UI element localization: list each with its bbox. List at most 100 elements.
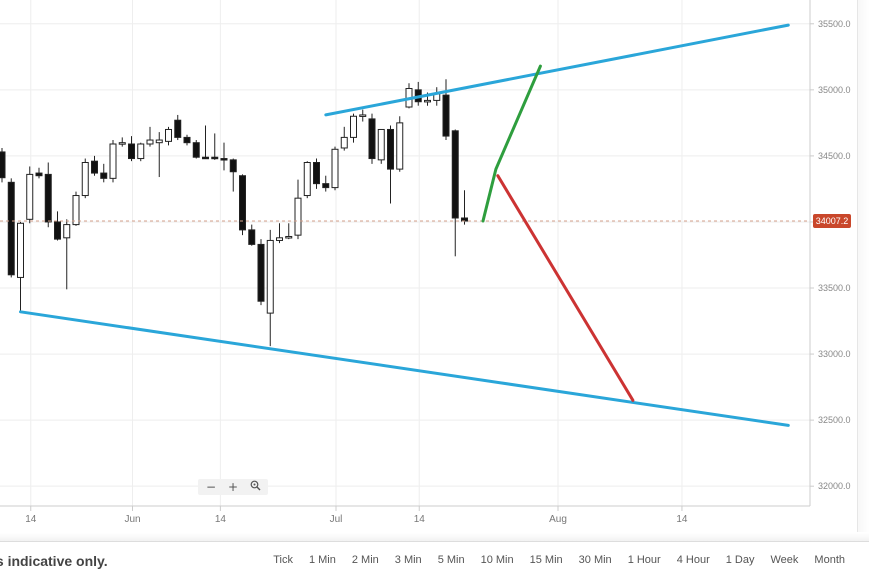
candle-body-up: [109, 143, 117, 179]
candle-body-up: [350, 115, 357, 138]
interval-5-min[interactable]: 5 Min: [437, 554, 465, 566]
candle: [63, 219, 71, 290]
candle: [44, 162, 52, 228]
interval-15-min[interactable]: 15 Min: [529, 554, 563, 566]
trendline: [324, 23, 790, 117]
candle-body-down: [202, 156, 209, 160]
zoom-out-button[interactable]: −: [205, 480, 217, 494]
interval-3-min[interactable]: 3 Min: [394, 554, 422, 566]
candle-body-down: [100, 172, 108, 179]
candle-body-down: [35, 172, 43, 177]
x-tick-label: Jul: [330, 514, 343, 525]
candle: [118, 137, 126, 147]
y-tick-label: 32500.0: [818, 415, 851, 425]
candle-body-down: [322, 183, 330, 189]
candle-body-up: [137, 143, 145, 160]
candle: [165, 126, 172, 146]
candle: [414, 81, 422, 106]
candle-body-down: [91, 160, 98, 174]
interval-1-day[interactable]: 1 Day: [725, 554, 755, 566]
x-tick-label: 14: [215, 514, 227, 525]
interval-tick[interactable]: Tick: [273, 554, 293, 566]
interval-30-min[interactable]: 30 Min: [578, 554, 612, 566]
candle: [7, 178, 15, 278]
interval-4-hour[interactable]: 4 Hour: [676, 554, 710, 566]
candle: [35, 167, 43, 179]
candle-body-up: [294, 197, 302, 236]
candle: [331, 146, 339, 191]
candle-body-down: [257, 243, 265, 302]
candle: [294, 179, 302, 240]
candle: [26, 166, 34, 224]
candle-body-up: [146, 139, 154, 145]
candle: [239, 174, 246, 236]
candle-body-up: [396, 122, 404, 170]
interval-selector: Tick 1 Min 2 Min 3 Min 5 Min 10 Min 15 Min 30 M…: [265, 554, 853, 566]
candle: [211, 133, 219, 160]
candle-body-up: [165, 128, 172, 142]
zoom-controls: − +: [198, 479, 268, 495]
interval-2-min[interactable]: 2 Min: [351, 554, 379, 566]
candle-body-down: [44, 173, 52, 223]
candle-body-down: [368, 118, 376, 160]
candle: [387, 125, 394, 204]
interval-10-min[interactable]: 10 Min: [480, 554, 514, 566]
candle: [202, 125, 209, 160]
y-tick-label: 32000.0: [818, 481, 851, 491]
candle-body-down: [183, 136, 191, 144]
candle-body-up: [26, 173, 34, 220]
candle-body-down: [229, 159, 237, 173]
candle: [220, 142, 228, 171]
candle: [442, 79, 450, 141]
trendline: [19, 310, 790, 427]
candle: [257, 239, 265, 306]
x-tick-label: 14: [25, 514, 37, 525]
candle-body-up: [63, 224, 71, 239]
candle: [0, 147, 6, 183]
candle: [396, 116, 404, 172]
price-chart[interactable]: 14 Jun 14 Jul 14 Aug 14 35500.0 35000.0 34500.0 3…: [0, 0, 869, 541]
x-tick-label: Aug: [549, 514, 567, 525]
bottom-toolbar: is indicative only. Tick 1 Min 2 Min 3 Min 5…: [0, 533, 869, 581]
candle: [72, 191, 80, 226]
candle-body-down: [387, 128, 394, 170]
candle: [303, 161, 311, 199]
candle-body-up: [266, 239, 274, 314]
zoom-reset-button[interactable]: [245, 479, 265, 495]
candle: [368, 113, 376, 164]
candle-body-up: [285, 235, 293, 239]
candle: [155, 132, 163, 178]
candle-body-up: [377, 128, 385, 161]
candle: [359, 109, 367, 122]
candle: [91, 155, 98, 176]
y-tick-label: 34500.0: [818, 151, 851, 161]
interval-week[interactable]: Week: [770, 554, 799, 566]
candle-body-down: [7, 181, 15, 276]
candle: [183, 134, 191, 146]
candle: [248, 224, 256, 246]
candle-body-up: [359, 114, 367, 117]
candle: [229, 158, 237, 192]
candle-body-up: [276, 237, 283, 241]
candle: [340, 126, 348, 151]
zoom-in-button[interactable]: +: [227, 480, 239, 494]
interval-1-min[interactable]: 1 Min: [308, 554, 336, 566]
candle: [174, 114, 182, 141]
candle-body-up: [17, 222, 24, 278]
candle-body-up: [340, 136, 348, 149]
y-tick-label: 35000.0: [818, 85, 851, 95]
candle-body-up: [155, 139, 163, 144]
candle-body-down: [192, 142, 200, 158]
current-price-badge: [813, 214, 851, 229]
candles: [0, 79, 468, 347]
candle: [461, 190, 468, 225]
interval-1-hour[interactable]: 1 Hour: [627, 554, 661, 566]
candle-body-up: [303, 162, 311, 197]
candle: [350, 113, 357, 143]
candle: [266, 229, 274, 347]
candle: [109, 140, 117, 183]
x-tick-label: Jun: [124, 514, 140, 525]
current-price-label: 34007.2: [816, 216, 849, 226]
interval-month[interactable]: Month: [814, 554, 845, 566]
candle: [54, 211, 61, 241]
